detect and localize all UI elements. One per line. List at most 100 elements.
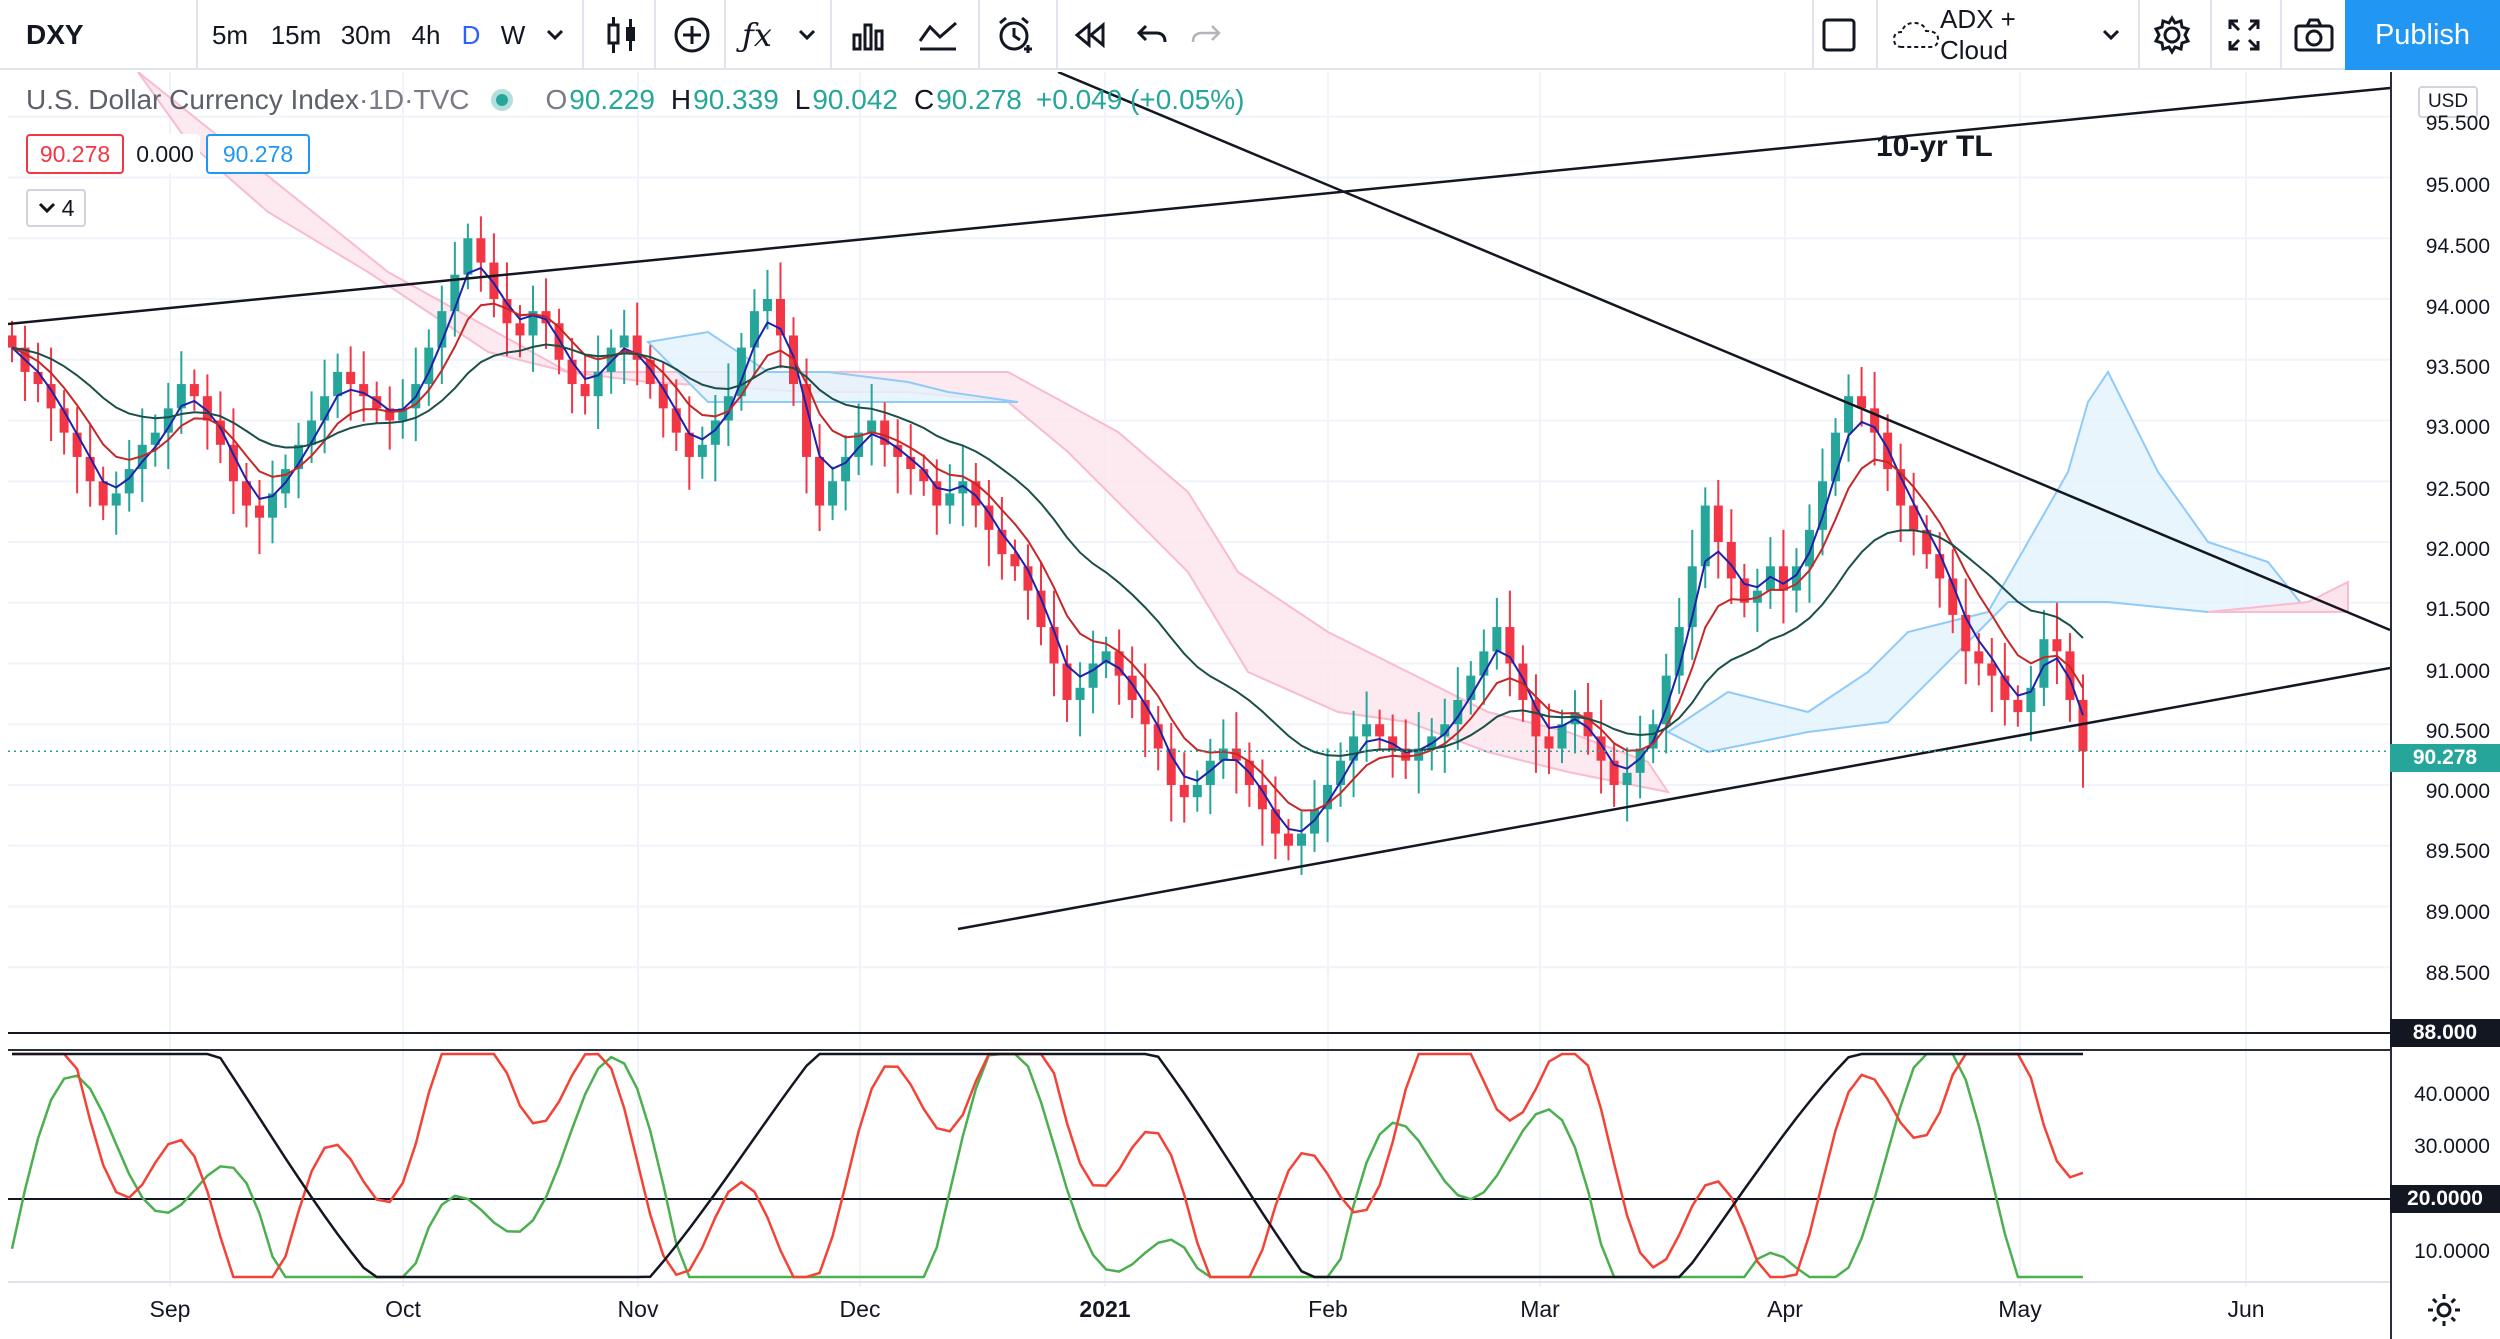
toolbar-divider bbox=[830, 0, 832, 70]
trendline-annotation[interactable]: 10-yr TL bbox=[1876, 130, 1993, 163]
candle-body bbox=[1870, 408, 1880, 433]
candle-body bbox=[502, 299, 512, 324]
candle-body bbox=[1166, 748, 1176, 785]
undo-icon[interactable] bbox=[1124, 0, 1180, 70]
currency-badge[interactable]: USD bbox=[2418, 86, 2478, 118]
square-layout-icon[interactable] bbox=[1814, 0, 1864, 70]
candle-body bbox=[1804, 529, 1814, 567]
cloud-icon[interactable] bbox=[1886, 0, 1946, 70]
candle-body bbox=[59, 408, 69, 433]
candle-body bbox=[606, 347, 616, 372]
level-88-label[interactable]: 88.000 bbox=[2390, 1019, 2500, 1047]
chevron-down-icon[interactable] bbox=[2096, 0, 2126, 70]
candle-body bbox=[359, 384, 369, 397]
chart-pane[interactable] bbox=[8, 72, 2390, 1339]
instrument-name[interactable]: U.S. Dollar Currency Index bbox=[26, 84, 360, 115]
candle-body bbox=[385, 408, 395, 421]
indicator-template-button[interactable]: ADX + Cloud bbox=[1940, 4, 2016, 65]
candle-body bbox=[1518, 663, 1528, 700]
ema-slow-line bbox=[11, 343, 2084, 757]
indicators-fx-icon[interactable]: ƒx bbox=[742, 16, 772, 54]
candle-body bbox=[33, 371, 43, 385]
indicator-tick: 40.0000 bbox=[2414, 1083, 2490, 1106]
candle-body bbox=[1896, 469, 1906, 506]
level-20-label[interactable]: 20.0000 bbox=[2390, 1185, 2500, 1213]
candle-body bbox=[1323, 785, 1333, 810]
last-price-label[interactable]: 90.278 bbox=[2390, 744, 2500, 772]
chevron-down-icon[interactable] bbox=[540, 0, 570, 70]
candle-body bbox=[450, 274, 460, 312]
ohlc-open: 90.229 bbox=[569, 84, 655, 115]
replay-icon[interactable] bbox=[1062, 0, 1118, 70]
timeframe-w[interactable]: W bbox=[500, 19, 526, 50]
di-minus-line bbox=[12, 1052, 2084, 1279]
candle-body bbox=[1114, 651, 1124, 676]
gear-icon[interactable] bbox=[2424, 1290, 2464, 1330]
redo-icon[interactable] bbox=[1178, 0, 1234, 70]
candle-body bbox=[1974, 651, 1984, 664]
candle-body bbox=[775, 299, 785, 336]
toolbar-divider bbox=[2210, 0, 2212, 70]
toolbar-divider bbox=[724, 0, 726, 70]
ohlc-close-label: C bbox=[913, 84, 935, 115]
compare-plus-icon[interactable] bbox=[660, 0, 724, 70]
timeframe-5m[interactable]: 5m bbox=[211, 19, 249, 50]
bid-price-box[interactable]: 90.278 bbox=[26, 134, 124, 174]
candle-body bbox=[880, 420, 890, 445]
candle-body bbox=[1948, 578, 1958, 615]
candle-body bbox=[176, 384, 186, 409]
candle-body bbox=[867, 420, 877, 433]
price-chart-canvas[interactable] bbox=[8, 72, 2390, 1339]
candle-body bbox=[984, 505, 994, 530]
ichimoku-cloud bbox=[137, 72, 2349, 794]
candle-body bbox=[398, 408, 408, 421]
candle-body bbox=[828, 481, 838, 506]
candle-body bbox=[1296, 833, 1306, 846]
candle-body bbox=[1401, 748, 1411, 761]
candle-body bbox=[1635, 748, 1645, 773]
candle-body bbox=[1088, 663, 1098, 688]
candle-body bbox=[1674, 627, 1684, 676]
timeframe-4h[interactable]: 4h bbox=[411, 19, 441, 50]
candle-body bbox=[1609, 760, 1619, 785]
ask-price-box[interactable]: 90.278 bbox=[206, 134, 310, 174]
trendlines bbox=[8, 72, 2390, 931]
candle-body bbox=[1726, 542, 1736, 579]
toolbar-divider bbox=[1812, 0, 1814, 70]
candle-body bbox=[1596, 736, 1606, 761]
price-tick: 91.500 bbox=[2425, 598, 2490, 621]
line-chart-icon[interactable] bbox=[906, 0, 970, 70]
ema-medium-line bbox=[11, 302, 2084, 812]
indicators-collapse-button[interactable]: 4 bbox=[26, 189, 86, 227]
time-label: May bbox=[1998, 1296, 2042, 1322]
candles-icon[interactable] bbox=[590, 0, 654, 70]
time-label: Dec bbox=[839, 1296, 881, 1322]
chart-grid bbox=[8, 72, 2390, 1287]
timeframe-d[interactable]: D bbox=[461, 19, 481, 50]
gear-icon[interactable] bbox=[2140, 0, 2204, 70]
timeframe-30m[interactable]: 30m bbox=[340, 19, 392, 50]
symbol-search-button[interactable]: DXY bbox=[26, 19, 84, 50]
timeframe-15m[interactable]: 15m bbox=[270, 19, 322, 50]
candle-body bbox=[1961, 614, 1971, 652]
candle-body bbox=[1101, 651, 1111, 664]
alert-clock-icon[interactable] bbox=[984, 0, 1048, 70]
candle-body bbox=[1661, 675, 1671, 725]
publish-button[interactable]: Publish bbox=[2345, 0, 2500, 70]
camera-icon[interactable] bbox=[2282, 0, 2346, 70]
bar-chart-icon[interactable] bbox=[836, 0, 900, 70]
chevron-down-icon[interactable] bbox=[792, 0, 822, 70]
legend-separator: · bbox=[359, 84, 369, 115]
cloud-bullish bbox=[1666, 370, 2311, 754]
candle-body bbox=[1505, 627, 1515, 664]
candle-body bbox=[1739, 578, 1749, 603]
fullscreen-icon[interactable] bbox=[2212, 0, 2276, 70]
cloud-bearish bbox=[2207, 580, 2349, 613]
di-plus-line bbox=[10, 1052, 2083, 1279]
candle-body bbox=[424, 347, 434, 385]
candle-body bbox=[580, 384, 590, 397]
candle-body bbox=[1023, 566, 1033, 591]
candle-body bbox=[333, 371, 343, 397]
price-scale[interactable] bbox=[2390, 72, 2500, 1339]
price-tick: 93.500 bbox=[2425, 356, 2490, 379]
